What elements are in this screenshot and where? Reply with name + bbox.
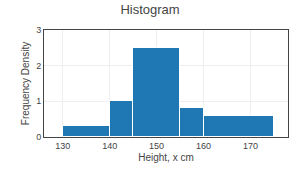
svg-text:150: 150	[149, 141, 164, 151]
svg-text:170: 170	[243, 141, 258, 151]
svg-text:140: 140	[102, 141, 117, 151]
svg-text:1: 1	[36, 96, 41, 106]
svg-text:3: 3	[36, 25, 41, 35]
svg-text:Histogram: Histogram	[120, 2, 179, 17]
svg-text:Height, x cm: Height, x cm	[138, 152, 194, 163]
svg-text:Frequency Density: Frequency Density	[20, 42, 31, 125]
svg-text:2: 2	[36, 61, 41, 71]
svg-text:130: 130	[55, 141, 70, 151]
svg-text:160: 160	[196, 141, 211, 151]
svg-text:0: 0	[36, 132, 41, 142]
